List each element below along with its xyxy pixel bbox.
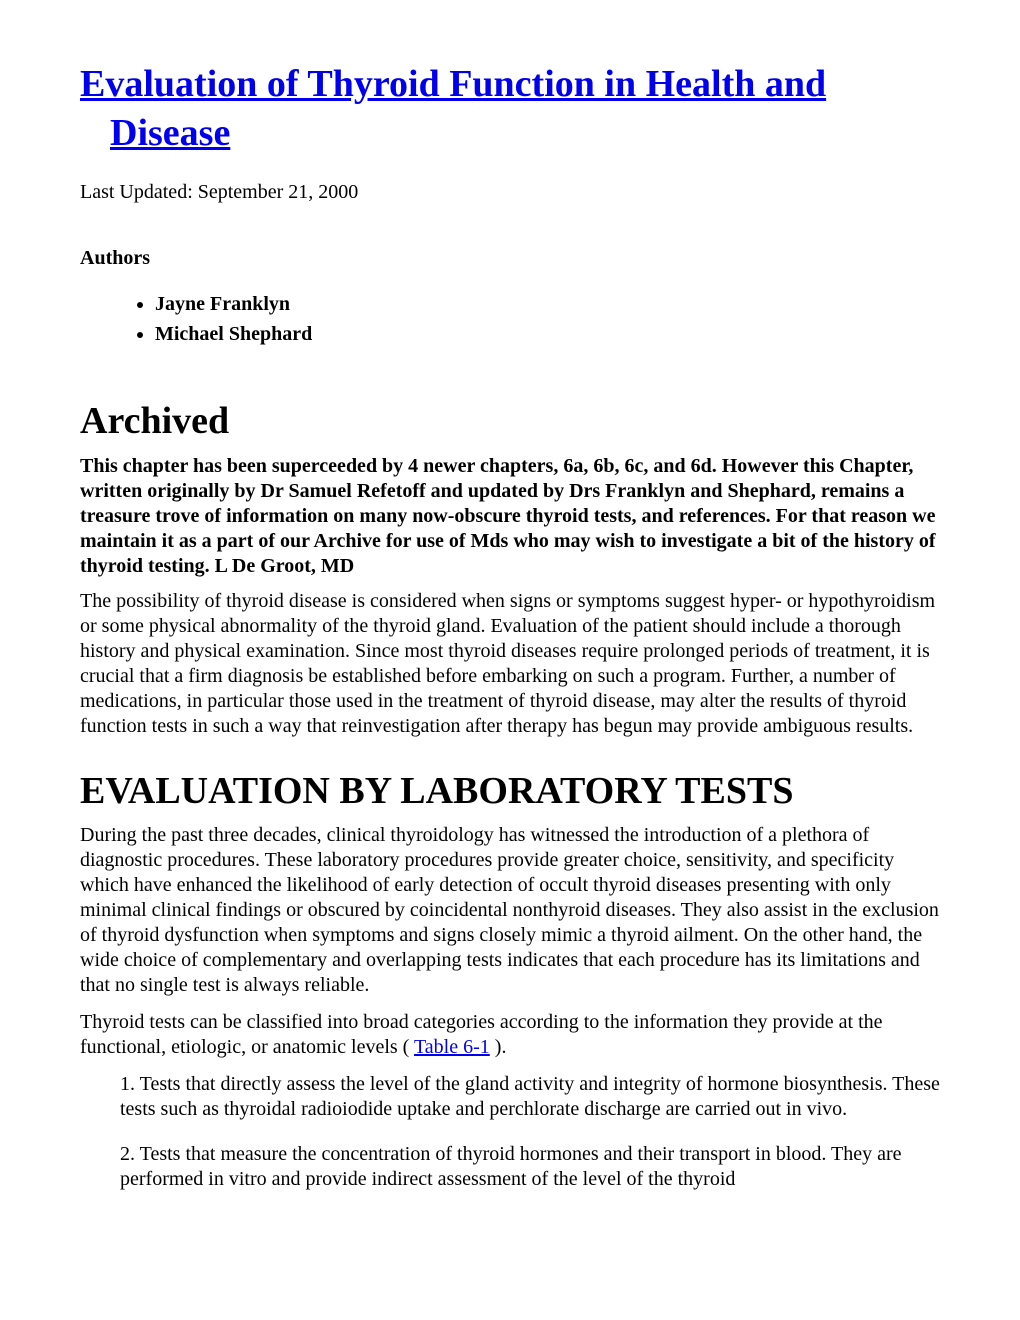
- last-updated-text: Last Updated: September 21, 2000: [80, 179, 940, 205]
- page-title[interactable]: Evaluation of Thyroid Function in Health…: [80, 60, 940, 159]
- authors-list: Jayne Franklyn Michael Shephard: [80, 291, 940, 347]
- table-link[interactable]: Table 6-1: [414, 1036, 490, 1058]
- lab-paragraph-2: Thyroid tests can be classified into bro…: [80, 1010, 940, 1060]
- intro-paragraph: The possibility of thyroid disease is co…: [80, 589, 940, 739]
- archive-note: This chapter has been superceeded by 4 n…: [80, 454, 940, 579]
- lab-paragraph-1: During the past three decades, clinical …: [80, 823, 940, 998]
- page-title-text: Evaluation of Thyroid Function in Health…: [80, 63, 826, 154]
- numbered-item-2: 2. Tests that measure the concentration …: [80, 1142, 940, 1192]
- lab-paragraph-2-after: ).: [490, 1036, 507, 1058]
- section-heading: EVALUATION BY LABORATORY TESTS: [80, 767, 940, 816]
- author-item: Jayne Franklyn: [155, 291, 940, 317]
- author-item: Michael Shephard: [155, 321, 940, 347]
- authors-heading: Authors: [80, 245, 940, 271]
- numbered-item-1: 1. Tests that directly assess the level …: [80, 1072, 940, 1122]
- archived-heading: Archived: [80, 397, 940, 446]
